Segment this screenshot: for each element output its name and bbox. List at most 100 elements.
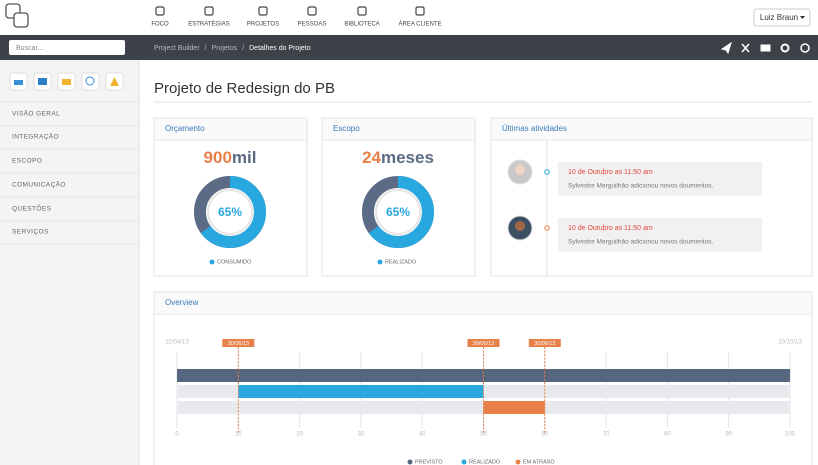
nav-item[interactable]: BIBLIOTECA xyxy=(344,6,380,28)
donut-arc xyxy=(362,176,434,248)
legend-label: PREVISTO xyxy=(415,459,443,465)
x-tick-label: 70 xyxy=(603,432,610,438)
card-header xyxy=(154,292,812,314)
timeline-dot xyxy=(544,169,550,175)
marker-label: 30/06/13 xyxy=(534,341,555,347)
menu-item[interactable]: VISÃO GERAL xyxy=(12,109,60,118)
headline: 900mil xyxy=(204,148,257,167)
legend-dot xyxy=(461,459,467,465)
nav-item[interactable]: ESTRATÉGIAS xyxy=(188,6,230,28)
legend-label: CONSUMIDO xyxy=(217,259,252,265)
card-frame xyxy=(490,117,813,277)
card-title: Orçamento xyxy=(165,124,205,133)
send-icon[interactable] xyxy=(720,41,732,55)
help-icon[interactable] xyxy=(800,43,810,53)
x-tick-label: 10 xyxy=(235,432,242,438)
activity-text: Sylvestre Merguilhão adicionou novos dou… xyxy=(568,239,713,246)
unit: meses xyxy=(381,148,434,167)
icon xyxy=(85,76,95,86)
nav-icon xyxy=(155,6,165,16)
breadcrumb-item: Detalhes do Projeto xyxy=(249,45,311,52)
search-placeholder[interactable]: Buscar... xyxy=(16,45,43,52)
breadcrumb-separator: / xyxy=(242,45,244,52)
marker-label: 30/06/13 xyxy=(473,341,494,347)
x-tick-label: 80 xyxy=(664,432,671,438)
sidebar xyxy=(0,60,139,465)
timeline-dot xyxy=(544,225,550,231)
card-header xyxy=(154,118,307,140)
donut-arc xyxy=(194,176,266,248)
print-icon[interactable] xyxy=(760,44,771,52)
nav-icon xyxy=(258,6,268,16)
start-date: 22/04/13 xyxy=(165,340,189,346)
user-button[interactable] xyxy=(753,8,811,27)
marker-tag xyxy=(528,339,561,347)
nav-item[interactable]: FOCO xyxy=(151,6,169,28)
icon-button[interactable] xyxy=(81,72,100,91)
menu-item[interactable]: QUESTÕES xyxy=(12,204,52,213)
card: Overview 0 10 20 30 40 50 60 70 80 90 100 22/04/13 10… xyxy=(153,291,813,465)
breadcrumb-item[interactable]: Project Builder xyxy=(154,45,200,52)
gantt-bar xyxy=(483,401,545,414)
logo[interactable] xyxy=(5,3,21,19)
breadcrumb-item[interactable]: Projetos xyxy=(211,45,237,52)
nav-label[interactable]: ESTRATÉGIAS xyxy=(188,21,230,28)
gantt-bar xyxy=(238,385,484,398)
donut-inner xyxy=(375,189,421,235)
x-tick-label: 50 xyxy=(480,432,487,438)
legend-dot xyxy=(515,459,521,465)
activity-bubble xyxy=(558,162,762,196)
x-tick-label: 40 xyxy=(419,432,426,438)
settings-icon[interactable] xyxy=(780,43,790,53)
legend-dot xyxy=(407,459,413,465)
x-icon[interactable] xyxy=(741,43,750,53)
activity-time: 10 de Outubro as 11:50 am xyxy=(568,225,653,232)
search-input[interactable] xyxy=(9,40,125,55)
menu-item[interactable]: SERVIÇOS xyxy=(12,229,49,236)
icon xyxy=(14,80,23,85)
donut-inner xyxy=(207,189,253,235)
avatar-face xyxy=(515,221,525,231)
marker-tag xyxy=(467,339,500,347)
card-title: Escopo xyxy=(333,124,360,133)
amount: 24 xyxy=(362,148,381,167)
menu-item[interactable]: INTEGRAÇÃO xyxy=(12,132,59,141)
activity-text: Sylvestre Merguilhão adicionou novos dou… xyxy=(568,183,713,190)
nav-icon xyxy=(307,6,317,16)
page-title: Projeto de Redesign do PB xyxy=(154,80,335,97)
card-header xyxy=(322,118,475,140)
marker-tag xyxy=(222,339,255,347)
nav-label[interactable]: ÁREA CLIENTE xyxy=(398,21,441,28)
x-tick-label: 100 xyxy=(785,432,796,438)
nav-icon xyxy=(357,6,367,16)
user-name[interactable]: Luiz Braun xyxy=(760,13,798,22)
nav-item[interactable]: ÁREA CLIENTE xyxy=(398,6,442,28)
nav-icon xyxy=(415,6,425,16)
x-tick-label: 20 xyxy=(296,432,303,438)
unit: mil xyxy=(232,148,257,167)
legend-dot xyxy=(209,259,215,265)
nav-label[interactable]: FOCO xyxy=(151,22,169,28)
donut-label: 65% xyxy=(218,205,242,219)
legend-dot xyxy=(377,259,383,265)
activity-bubble xyxy=(558,218,762,252)
nav-icon xyxy=(204,6,214,16)
menu-item[interactable]: ESCOPO xyxy=(12,158,42,165)
activity-time: 10 de Outubro as 11:50 am xyxy=(568,169,653,176)
x-tick-label: 60 xyxy=(541,432,548,438)
nav-label[interactable]: PESSOAS xyxy=(298,22,327,28)
sidebar-icons xyxy=(9,72,124,91)
nav-item[interactable]: PESSOAS xyxy=(298,6,327,28)
avatar-face xyxy=(515,165,525,175)
menu-item[interactable]: COMUNICAÇÃO xyxy=(12,180,66,189)
legend-label: REALIZADO xyxy=(469,459,501,465)
amount: 900 xyxy=(204,148,232,167)
toolbar-icons xyxy=(720,41,810,55)
nav-label[interactable]: PROJETOS xyxy=(247,22,279,28)
nav-item[interactable]: PROJETOS xyxy=(247,6,279,28)
card: Orçamento 900mil 65% CONSUMIDO xyxy=(153,117,308,277)
nav-label[interactable]: BIBLIOTECA xyxy=(344,22,379,28)
card-title: Overview xyxy=(165,298,199,307)
x-tick-label: 30 xyxy=(358,432,365,438)
